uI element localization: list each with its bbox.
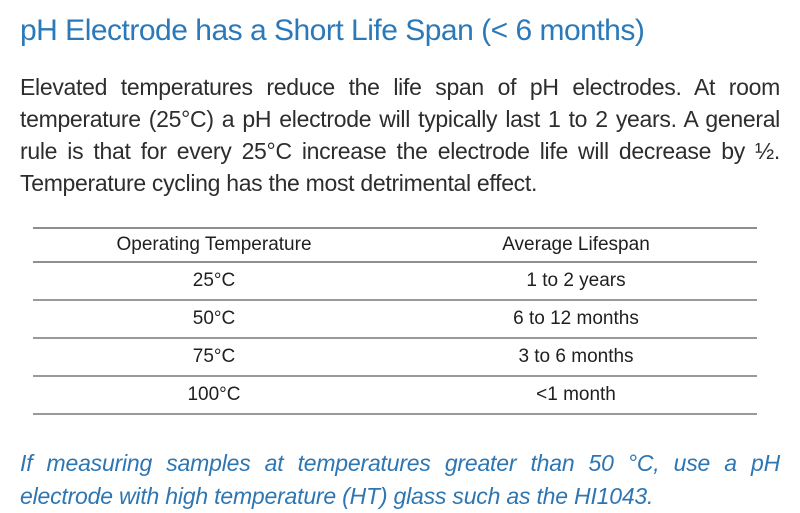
intro-paragraph: Elevated temperatures reduce the life sp…: [20, 74, 780, 196]
column-header-average-lifespan: Average Lifespan: [395, 227, 757, 263]
cell-lifespan: <1 month: [395, 376, 757, 415]
table-row: 25°C 1 to 2 years: [33, 262, 757, 301]
cell-lifespan: 1 to 2 years: [395, 262, 757, 301]
cell-lifespan: 3 to 6 months: [395, 338, 757, 377]
cell-temperature: 100°C: [33, 376, 395, 415]
column-header-operating-temperature: Operating Temperature: [33, 227, 395, 263]
table-row: 50°C 6 to 12 months: [33, 300, 757, 339]
cell-temperature: 75°C: [33, 338, 395, 377]
lifespan-table: Operating Temperature Average Lifespan 2…: [33, 227, 757, 415]
table-row: 75°C 3 to 6 months: [33, 338, 757, 377]
table-header-row: Operating Temperature Average Lifespan: [33, 227, 757, 263]
page-title: pH Electrode has a Short Life Span (< 6 …: [20, 14, 645, 47]
cell-lifespan: 6 to 12 months: [395, 300, 757, 339]
advisory-note: If measuring samples at temperatures gre…: [20, 450, 780, 509]
table-row: 100°C <1 month: [33, 376, 757, 415]
cell-temperature: 25°C: [33, 262, 395, 301]
cell-temperature: 50°C: [33, 300, 395, 339]
